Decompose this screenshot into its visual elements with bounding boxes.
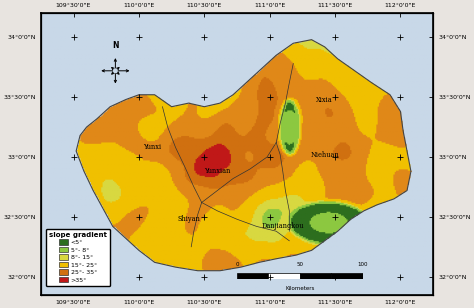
Text: 0: 0 [235, 262, 239, 267]
Text: Xixia: Xixia [316, 95, 332, 103]
Legend: <5°, 5°- 8°, 8°- 15°, 15°- 25°, 25°- 35°, >35°: <5°, 5°- 8°, 8°- 15°, 15°- 25°, 25°- 35°… [46, 229, 110, 286]
Text: Kilometers: Kilometers [285, 286, 314, 291]
Text: 100: 100 [357, 262, 368, 267]
Text: Shiyan: Shiyan [177, 215, 200, 223]
Text: Danjiangkou: Danjiangkou [262, 222, 304, 230]
Text: Yunxi: Yunxi [143, 144, 161, 152]
Text: N: N [112, 42, 118, 51]
Text: 50: 50 [296, 262, 303, 267]
Text: Niehuan: Niehuan [310, 151, 339, 159]
Text: Yunxian: Yunxian [204, 167, 230, 175]
